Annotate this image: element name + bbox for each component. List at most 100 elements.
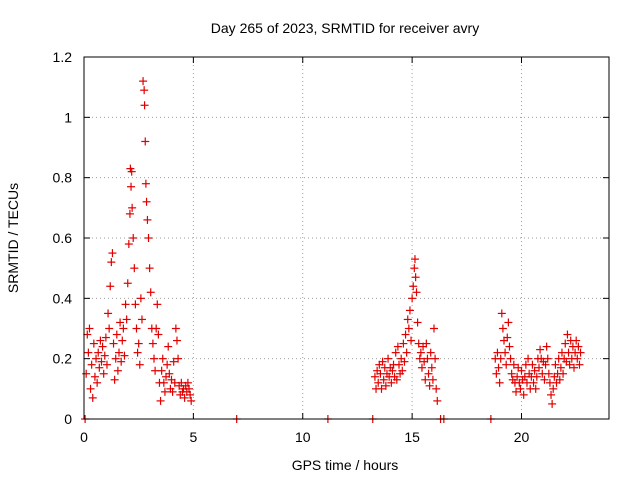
data-point bbox=[433, 396, 442, 405]
data-point bbox=[422, 339, 431, 348]
data-point bbox=[498, 324, 507, 333]
data-point bbox=[431, 354, 440, 363]
data-point bbox=[547, 390, 556, 399]
data-point bbox=[116, 318, 125, 327]
data-point bbox=[171, 324, 180, 333]
data-point bbox=[536, 345, 545, 354]
data-point bbox=[565, 360, 574, 369]
data-point bbox=[398, 366, 407, 375]
data-point bbox=[528, 360, 537, 369]
axis-ticks: 0 5 10 15 20 0 0.2 0.4 0.6 0.8 1 1.2 bbox=[53, 49, 609, 445]
data-point bbox=[532, 372, 541, 381]
data-point bbox=[432, 384, 441, 393]
data-point bbox=[99, 369, 108, 378]
y-tick-label: 0.2 bbox=[53, 351, 73, 367]
x-tick-label: 20 bbox=[514, 429, 530, 445]
data-point bbox=[128, 203, 137, 212]
data-point bbox=[505, 342, 514, 351]
data-point bbox=[427, 363, 436, 372]
data-point bbox=[407, 336, 416, 345]
data-point bbox=[503, 333, 512, 342]
data-point bbox=[150, 354, 158, 363]
data-point bbox=[83, 330, 92, 339]
data-point bbox=[400, 357, 409, 366]
data-point bbox=[131, 300, 140, 309]
data-point bbox=[146, 288, 155, 297]
data-point bbox=[120, 351, 129, 360]
x-tick-label: 10 bbox=[295, 429, 311, 445]
y-tick-label: 0.4 bbox=[53, 290, 73, 306]
data-point bbox=[391, 348, 400, 357]
data-point bbox=[158, 354, 167, 363]
data-point bbox=[97, 357, 106, 366]
data-point bbox=[140, 86, 149, 95]
data-point bbox=[174, 354, 183, 363]
data-point bbox=[574, 342, 583, 351]
data-point bbox=[90, 372, 99, 381]
data-point bbox=[85, 324, 94, 333]
data-point bbox=[379, 375, 388, 384]
data-point bbox=[132, 324, 141, 333]
data-point bbox=[529, 378, 538, 387]
data-point bbox=[399, 339, 408, 348]
data-point bbox=[541, 360, 550, 369]
data-point bbox=[140, 101, 149, 110]
data-point bbox=[143, 215, 152, 224]
data-point bbox=[387, 378, 396, 387]
data-point bbox=[423, 354, 432, 363]
data-point bbox=[163, 360, 172, 369]
data-point bbox=[549, 384, 558, 393]
data-point bbox=[119, 324, 128, 333]
data-point bbox=[87, 360, 96, 369]
data-point bbox=[102, 360, 111, 369]
data-point bbox=[535, 363, 543, 372]
data-point bbox=[428, 375, 437, 384]
data-point bbox=[417, 363, 426, 372]
data-point bbox=[424, 369, 433, 378]
data-point bbox=[127, 167, 136, 176]
data-point bbox=[104, 309, 113, 318]
data-point bbox=[556, 363, 565, 372]
data-point bbox=[92, 354, 101, 363]
data-point bbox=[404, 324, 413, 333]
data-point bbox=[180, 393, 189, 402]
data-point bbox=[157, 366, 166, 375]
data-point bbox=[122, 315, 131, 324]
data-point bbox=[154, 330, 163, 339]
data-point bbox=[112, 330, 121, 339]
data-point bbox=[95, 363, 104, 372]
data-point bbox=[542, 342, 551, 351]
data-point bbox=[160, 387, 169, 396]
data-point bbox=[169, 357, 178, 366]
data-point bbox=[100, 351, 109, 360]
data-point bbox=[183, 378, 192, 387]
data-point bbox=[512, 387, 521, 396]
data-point bbox=[416, 348, 425, 357]
data-point bbox=[135, 360, 144, 369]
data-point bbox=[412, 288, 421, 297]
data-point bbox=[551, 360, 560, 369]
data-point bbox=[186, 390, 195, 399]
data-point bbox=[125, 209, 134, 218]
data-point bbox=[148, 339, 157, 348]
y-tick-label: 1 bbox=[64, 109, 72, 125]
x-axis-label: GPS time / hours bbox=[292, 457, 399, 473]
y-tick-label: 1.2 bbox=[53, 49, 73, 65]
data-point bbox=[502, 360, 511, 369]
data-point bbox=[133, 348, 142, 357]
data-point bbox=[548, 399, 557, 408]
data-point bbox=[130, 264, 139, 273]
data-point bbox=[185, 384, 193, 393]
data-point bbox=[134, 339, 143, 348]
data-point bbox=[109, 339, 118, 348]
data-point bbox=[519, 390, 528, 399]
data-point bbox=[82, 369, 91, 378]
x-tick-label: 5 bbox=[189, 429, 197, 445]
data-point bbox=[576, 348, 585, 357]
data-point bbox=[513, 372, 522, 381]
data-point bbox=[573, 354, 582, 363]
plot-frame bbox=[83, 56, 610, 420]
data-point bbox=[497, 309, 506, 318]
x-tick-label: 0 bbox=[80, 429, 88, 445]
data-point bbox=[517, 366, 526, 375]
